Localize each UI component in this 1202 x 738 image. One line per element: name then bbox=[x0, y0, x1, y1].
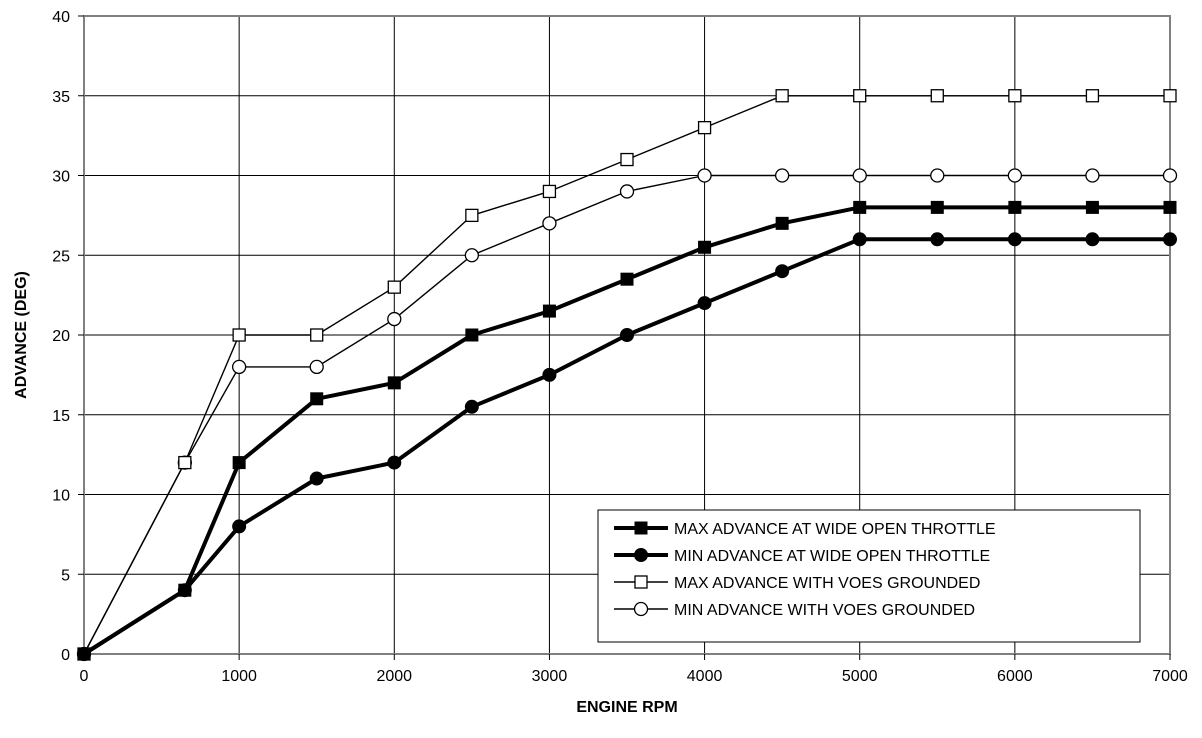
legend-label-1: MAX ADVANCE AT WIDE OPEN THROTTLE bbox=[674, 521, 996, 538]
y-tick-label-40: 40 bbox=[52, 9, 70, 26]
series-3-point-12 bbox=[1008, 89, 1022, 103]
x-axis-ticks: 0 1000 2000 3000 4000 5000 6000 7000 bbox=[80, 654, 1188, 685]
series-3-point-3 bbox=[310, 328, 324, 342]
legend-item-1: MAX ADVANCE AT WIDE OPEN THROTTLE bbox=[614, 521, 996, 538]
series-4-point-5 bbox=[464, 248, 480, 263]
series-1-point-2 bbox=[232, 456, 246, 470]
series-1-point-10 bbox=[853, 200, 867, 214]
x-tick-label-0: 0 bbox=[80, 668, 89, 685]
series-3-point-7 bbox=[620, 152, 634, 167]
series-2-point-13 bbox=[1085, 232, 1100, 247]
series-2-point-7 bbox=[620, 328, 634, 342]
series-4-point-9 bbox=[774, 168, 790, 183]
series-3 bbox=[77, 89, 1177, 661]
series-1-point-7 bbox=[620, 272, 634, 286]
series-2-point-8 bbox=[697, 296, 712, 311]
series-4-point-8 bbox=[697, 168, 712, 183]
series-3-point-11 bbox=[930, 89, 944, 103]
x-tick-label-2000: 2000 bbox=[376, 668, 412, 685]
y-axis-title: ADVANCE (DEG) bbox=[13, 271, 30, 399]
series-4-point-14 bbox=[1162, 168, 1178, 183]
series-4-point-2 bbox=[231, 359, 247, 375]
series-4-point-10 bbox=[852, 168, 867, 183]
series-3-point-1 bbox=[178, 455, 192, 470]
series-4-point-13 bbox=[1085, 168, 1100, 183]
series-3-point-8 bbox=[697, 121, 712, 135]
legend-item-4: MIN ADVANCE WITH VOES GROUNDED bbox=[614, 601, 975, 619]
legend-label-4: MIN ADVANCE WITH VOES GROUNDED bbox=[674, 602, 975, 619]
series-1-point-0 bbox=[77, 647, 91, 661]
series-2-point-11 bbox=[930, 232, 945, 247]
series-layer bbox=[76, 89, 1178, 662]
series-3-point-13 bbox=[1085, 89, 1100, 103]
series-3-point-2 bbox=[232, 328, 246, 342]
series-2-point-3 bbox=[309, 471, 324, 486]
series-1-point-3 bbox=[310, 392, 324, 406]
series-2-point-4 bbox=[387, 455, 402, 470]
series-2-point-2 bbox=[232, 519, 247, 534]
y-tick-label-30: 30 bbox=[52, 169, 70, 186]
series-4-point-11 bbox=[930, 168, 945, 183]
legend-swatch-marker-3 bbox=[634, 575, 648, 589]
y-tick-label-5: 5 bbox=[61, 567, 70, 584]
series-1-point-14 bbox=[1163, 200, 1177, 214]
series-1-point-9 bbox=[775, 216, 789, 230]
series-4-point-6 bbox=[542, 216, 557, 231]
x-tick-label-7000: 7000 bbox=[1152, 668, 1188, 685]
legend-item-3: MAX ADVANCE WITH VOES GROUNDED bbox=[614, 575, 980, 592]
series-3-point-9 bbox=[775, 89, 789, 103]
series-4-point-7 bbox=[619, 184, 635, 199]
legend: MAX ADVANCE AT WIDE OPEN THROTTLE MIN ADV… bbox=[597, 509, 1141, 643]
series-4-point-12 bbox=[1007, 168, 1023, 183]
series-3-point-6 bbox=[542, 184, 557, 199]
series-3-point-4 bbox=[387, 280, 401, 294]
legend-box bbox=[597, 509, 1141, 643]
series-1-point-13 bbox=[1085, 200, 1099, 214]
y-tick-label-0: 0 bbox=[61, 647, 70, 664]
series-4-point-3 bbox=[309, 359, 324, 375]
x-tick-label-5000: 5000 bbox=[842, 668, 878, 685]
legend-swatch-marker-4 bbox=[633, 601, 649, 617]
legend-label-3: MAX ADVANCE WITH VOES GROUNDED bbox=[674, 575, 980, 592]
series-2-point-6 bbox=[542, 367, 557, 382]
series-1-point-5 bbox=[465, 328, 479, 342]
x-tick-label-6000: 6000 bbox=[997, 668, 1033, 685]
series-1-point-4 bbox=[387, 376, 401, 390]
y-tick-label-10: 10 bbox=[52, 488, 70, 505]
series-2-point-12 bbox=[1007, 232, 1022, 247]
x-tick-label-3000: 3000 bbox=[532, 668, 568, 685]
series-2-point-14 bbox=[1163, 232, 1177, 247]
series-3-point-10 bbox=[853, 89, 867, 103]
legend-swatch-marker-1 bbox=[634, 521, 648, 535]
series-1 bbox=[77, 200, 1177, 661]
series-2-point-5 bbox=[464, 399, 479, 414]
series-2-point-9 bbox=[775, 264, 790, 279]
series-3-point-5 bbox=[465, 208, 479, 223]
y-tick-label-25: 25 bbox=[52, 248, 70, 265]
y-tick-label-35: 35 bbox=[52, 89, 70, 106]
y-tick-label-15: 15 bbox=[52, 408, 70, 425]
x-axis-title: ENGINE RPM bbox=[576, 699, 677, 716]
series-1-point-6 bbox=[542, 304, 556, 318]
y-tick-label-20: 20 bbox=[52, 328, 70, 345]
legend-swatch-marker-2 bbox=[634, 548, 648, 562]
series-1-point-8 bbox=[698, 240, 712, 254]
series-1-point-11 bbox=[930, 200, 944, 214]
series-3-point-14 bbox=[1163, 89, 1177, 103]
series-4-point-4 bbox=[387, 311, 402, 327]
y-axis-ticks: 0 5 10 15 20 25 30 35 40 bbox=[52, 9, 84, 664]
series-2-point-10 bbox=[852, 232, 867, 247]
x-tick-label-4000: 4000 bbox=[687, 668, 723, 685]
legend-item-2: MIN ADVANCE AT WIDE OPEN THROTTLE bbox=[614, 548, 990, 565]
legend-label-2: MIN ADVANCE AT WIDE OPEN THROTTLE bbox=[674, 548, 990, 565]
series-1-point-1 bbox=[178, 583, 192, 597]
x-tick-label-1000: 1000 bbox=[221, 668, 257, 685]
series-1-point-12 bbox=[1008, 200, 1022, 214]
